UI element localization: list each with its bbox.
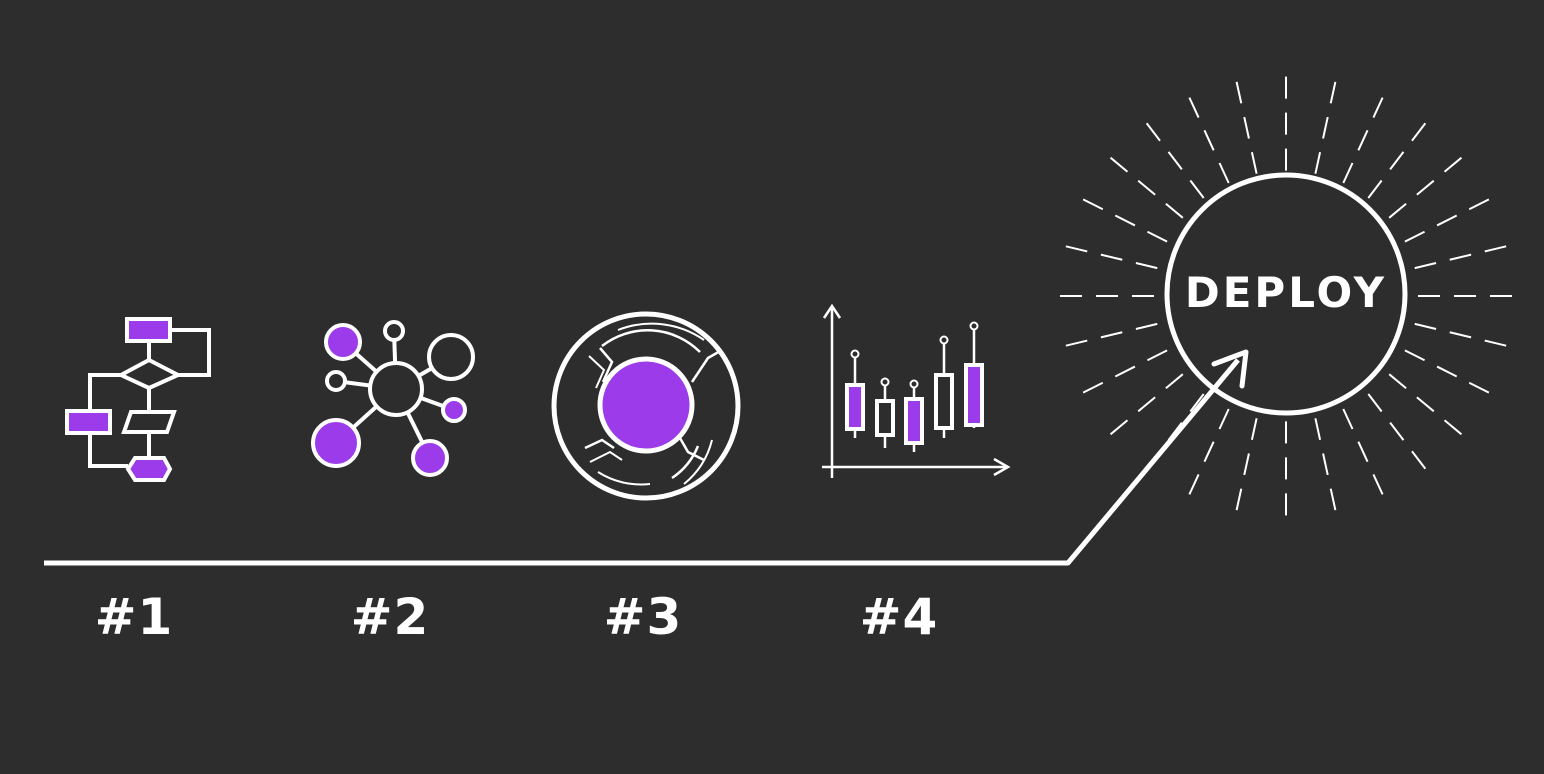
burst-ray — [1314, 75, 1338, 174]
burst-ray — [1186, 408, 1230, 500]
burst-ray — [1342, 408, 1386, 500]
burst-ray — [1404, 349, 1492, 395]
burst-ray — [1414, 244, 1509, 270]
step-3-label: #3 — [603, 588, 683, 646]
burst-ray — [1186, 92, 1230, 184]
burst-ray — [1367, 118, 1429, 199]
flowchart-icon — [65, 317, 211, 482]
burst-ray — [1063, 244, 1158, 270]
deploy-label: DEPLOY — [1184, 268, 1388, 317]
step-1-label: #1 — [94, 588, 174, 646]
network-nodes-icon — [311, 320, 475, 477]
burst-ray — [1143, 118, 1205, 199]
timeline-arrow — [44, 349, 1249, 566]
burst-ray — [1388, 373, 1465, 438]
burst-ray — [1414, 322, 1509, 348]
burst-ray — [1063, 322, 1158, 348]
candlestick-chart-icon — [822, 303, 1011, 478]
burst-ray — [1080, 349, 1168, 395]
burst-ray — [1234, 75, 1258, 174]
burst-ray — [1234, 418, 1258, 517]
burst-ray — [1107, 154, 1184, 219]
burst-ray — [1388, 154, 1465, 219]
burst-circle-icon — [1164, 172, 1408, 416]
burst-ray — [1080, 197, 1168, 243]
burst-ray — [1367, 393, 1429, 474]
step-4-label: #4 — [859, 588, 939, 646]
burst-ray — [1404, 197, 1492, 243]
burst-ray — [1314, 418, 1338, 517]
step-2-label: #2 — [350, 588, 430, 646]
burst-ray — [1342, 92, 1386, 184]
burst-ray — [1107, 373, 1184, 438]
core-sphere-icon — [551, 311, 741, 501]
